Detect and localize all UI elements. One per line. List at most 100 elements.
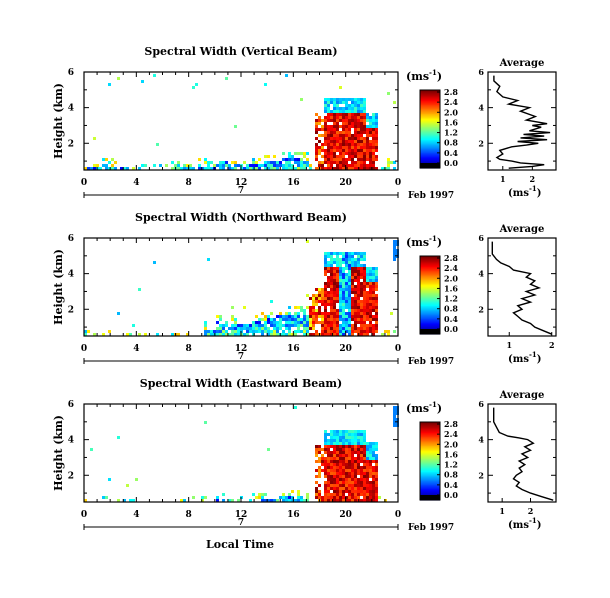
y-axis-ticks [84,403,398,494]
colorbar-under-color [420,495,440,500]
x-tick-label: 16 [287,510,300,520]
x-axis-ticks [83,238,399,336]
colorbar: 0.00.40.81.21.62.02.42.8 [419,253,458,335]
average-x-tick-label: 2 [549,340,555,350]
x-tick-label: 0 [81,178,87,188]
average-profile-line [493,75,551,169]
average-title: Average [499,224,545,235]
average-x-tick-label: 1 [499,506,505,516]
colorbar-tick-label: 0.8 [444,470,458,480]
y-tick-label: 6 [68,400,74,410]
x-tick-label: 0 [81,344,87,354]
average-y-tick-label: 6 [478,233,484,243]
colorbar-tick-label: 2.0 [444,107,458,117]
x-tick-label: 8 [186,510,192,520]
average-y-tick-label: 4 [478,103,484,113]
average-y-tick-label: 4 [478,435,484,445]
average-title: Average [499,58,545,69]
heatmap-field [84,406,399,502]
date-marker: 7 [238,186,244,196]
average-profile-line [491,241,553,335]
units-open: (ms [406,236,429,249]
average-x-label: (ms-1) [508,350,541,365]
date-marker: 7 [238,352,244,362]
average-x-tick-label: 1 [500,174,506,184]
x-tick-label: 20 [339,510,352,520]
panel-title: Spectral Width (Northward Beam) [135,211,347,224]
colorbar-label: (ms-1) [406,234,442,249]
date-marker: 7 [238,518,244,528]
y-tick-label: 2 [68,305,74,315]
average-y-tick-label: 2 [478,138,484,148]
x-tick-label: 20 [339,344,352,354]
colorbar-tick-label: 1.6 [444,117,458,127]
colorbar: 0.00.40.81.21.62.02.42.8 [419,87,458,169]
date-label: Feb 1997 [408,191,454,201]
colorbar-tick-label: 2.8 [444,253,458,263]
colorbar-tick-label: 1.6 [444,449,458,459]
average-frame [487,237,557,337]
colorbar-tick-label: 1.2 [444,460,458,470]
colorbar-tick-label: 0.0 [444,490,458,500]
average-profile-line [493,407,554,501]
average-x-tick-label: 2 [528,506,534,516]
x-tick-label: 4 [133,510,139,520]
average-x-label: (ms-1) [508,184,541,199]
colorbar-tick-label: 2.4 [444,263,458,273]
average-y-tick-label: 4 [478,269,484,279]
y-axis-ticks [84,237,398,328]
average-y-tick-label: 6 [478,399,484,409]
panel-1: Spectral Width (Northward Beam)0 4 8 12 16 20… [52,211,557,367]
units-close: ) [437,236,442,249]
colorbar-tick-label: 0.8 [444,304,458,314]
panel-2: Spectral Width (Eastward Beam)0 4 8 12 16 20 0… [52,377,557,533]
units-close: ) [437,70,442,83]
x-tick-label: 12 [235,344,248,354]
x-tick-label: 16 [287,344,300,354]
date-label: Feb 1997 [408,523,454,533]
y-tick-label: 6 [68,234,74,244]
x-tick-label: 0 [81,510,87,520]
x-tick-label: 12 [235,510,248,520]
colorbar-tick-label: 2.8 [444,87,458,97]
average-y-tick-label: 2 [478,470,484,480]
colorbar-tick-label: 2.0 [444,273,458,283]
average-x-tick-label: 2 [530,174,536,184]
x-axis-ticks [83,72,399,170]
y-axis-label: Height (km) [52,249,65,325]
colorbar-tick-label: 0.4 [444,480,458,490]
units-close: ) [437,402,442,415]
colorbar-tick-label: 2.4 [444,97,458,107]
x-tick-label: 0 [395,344,401,354]
colorbar-tick-label: 0.0 [444,158,458,168]
average-frame [487,71,557,171]
bottom-x-axis-label: Local Time [206,538,274,551]
x-tick-label: 20 [339,178,352,188]
panel-title: Spectral Width (Vertical Beam) [144,45,337,58]
colorbar-tick-label: 0.8 [444,138,458,148]
average-y-tick-label: 6 [478,67,484,77]
y-axis-label: Height (km) [52,415,65,491]
average-x-tick-label: 1 [506,340,512,350]
colorbar-frame [419,89,441,169]
y-axis-label: Height (km) [52,83,65,159]
x-tick-label: 12 [235,178,248,188]
colorbar: 0.00.40.81.21.62.02.42.8 [419,419,458,501]
y-tick-label: 6 [68,68,74,78]
colorbar-tick-label: 2.0 [444,439,458,449]
colorbar-frame [419,255,441,335]
units-open: (ms [406,70,429,83]
x-tick-label: 8 [186,178,192,188]
colorbar-tick-label: 1.2 [444,294,458,304]
average-x-label: (ms-1) [508,516,541,531]
colorbar-tick-label: 2.4 [444,429,458,439]
heatmap-field [84,240,399,336]
average-frame [487,403,557,503]
colorbar-tick-label: 1.6 [444,283,458,293]
y-tick-label: 2 [68,471,74,481]
heatmap-field [84,74,396,170]
y-tick-label: 2 [68,139,74,149]
